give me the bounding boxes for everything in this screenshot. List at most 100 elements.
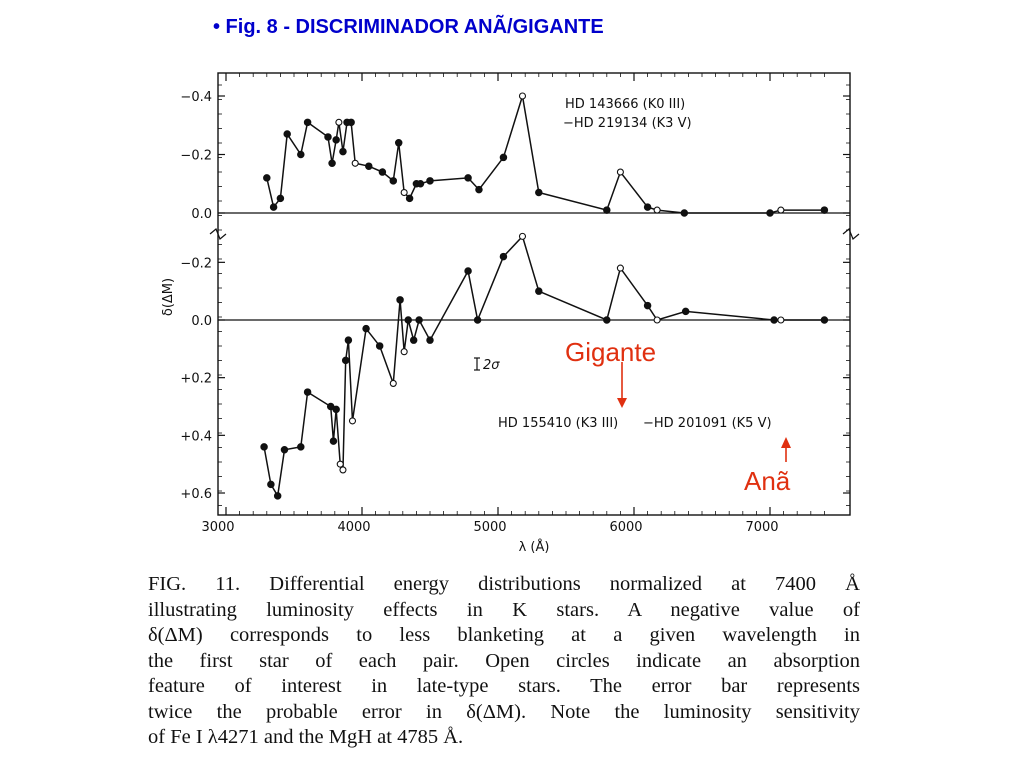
upper-filled-point xyxy=(389,177,398,185)
giant-arrow-head xyxy=(617,398,627,408)
lower-filled-point xyxy=(341,356,350,365)
upper-ytick-label: −0.4 xyxy=(180,90,212,105)
upper-filled-point xyxy=(263,174,271,182)
upper-panel xyxy=(263,92,829,217)
lower-ytick-label: −0.2 xyxy=(180,256,212,271)
lower-filled-point xyxy=(681,307,690,316)
upper-filled-point xyxy=(766,209,774,217)
lower-filled-point xyxy=(375,342,384,350)
lower-open-point xyxy=(389,379,397,387)
upper-open-point xyxy=(653,206,661,214)
axis-break-right xyxy=(842,228,860,240)
upper-filled-point xyxy=(499,153,508,162)
lower-series-line xyxy=(263,234,825,499)
upper-filled-point xyxy=(269,203,278,211)
figure-chart: −0.4 −0.2 0.0 −0.2 0.0 +0.2 +0.4 +0.6 3000 4000 50… xyxy=(161,72,860,555)
giant-annotation: Gigante xyxy=(565,337,656,367)
lower-open-point xyxy=(339,466,347,474)
error-bar: 2σ xyxy=(474,357,500,373)
upper-filled-point xyxy=(643,203,652,211)
tick-marks: −0.4 −0.2 0.0 −0.2 0.0 +0.2 +0.4 +0.6 3000 4000 50… xyxy=(180,73,850,535)
upper-filled-point xyxy=(416,180,425,188)
xtick-label: 7000 xyxy=(745,520,778,535)
lower-filled-point xyxy=(344,336,353,344)
error-bar-label: 2σ xyxy=(483,358,500,373)
caption-line-6: twice the probable error in δ(ΔM). Note … xyxy=(148,700,860,723)
lower-filled-point xyxy=(535,287,543,295)
caption-line-5: feature of interest in late-type stars. … xyxy=(148,675,860,697)
xtick-label: 3000 xyxy=(201,520,234,535)
upper-open-point xyxy=(616,168,624,176)
lower-ytick-label: +0.6 xyxy=(180,487,212,502)
upper-filled-point xyxy=(303,118,312,127)
lower-filled-point xyxy=(464,267,472,275)
lower-filled-point xyxy=(297,443,305,451)
upper-filled-point xyxy=(276,194,285,203)
lower-filled-point xyxy=(260,443,268,451)
upper-filled-point xyxy=(332,136,340,144)
upper-filled-point xyxy=(475,185,483,194)
lower-panel xyxy=(260,232,829,500)
lower-filled-point xyxy=(396,296,404,304)
dwarf-arrow-head xyxy=(781,437,791,448)
lower-filled-point xyxy=(603,316,611,324)
upper-filled-point xyxy=(820,206,829,214)
upper-open-point xyxy=(351,159,359,167)
upper-filled-point xyxy=(347,118,355,127)
lower-filled-point xyxy=(273,492,282,500)
lower-filled-point xyxy=(409,336,418,344)
lower-ytick-label: +0.4 xyxy=(180,429,212,444)
lower-open-point xyxy=(348,417,357,425)
caption-line-2: illustrating luminosity effects in K sta… xyxy=(148,598,860,621)
lower-filled-point xyxy=(426,336,434,344)
lower-ytick-label: +0.2 xyxy=(180,372,212,387)
lower-filled-point xyxy=(303,388,312,396)
lower-filled-point xyxy=(415,316,423,324)
caption-line-1: FIG. 11. Differential energy distributio… xyxy=(148,573,860,595)
lower-open-point xyxy=(777,316,785,324)
upper-series-line xyxy=(266,95,825,214)
lower-filled-point xyxy=(404,316,412,324)
upper-filled-point xyxy=(426,177,434,185)
figure-caption: FIG. 11. Differential energy distributio… xyxy=(148,572,860,751)
lower-filled-point xyxy=(643,301,652,310)
caption-line-4: the first star of each pair. Open circle… xyxy=(148,649,860,672)
upper-filled-point xyxy=(405,194,414,203)
upper-legend-line-2: −HD 219134 (K3 V) xyxy=(563,116,692,131)
lower-open-point xyxy=(336,460,344,468)
upper-open-point xyxy=(777,206,785,214)
lower-legend-line-2: −HD 201091 (K5 V) xyxy=(643,416,772,431)
xtick-label: 6000 xyxy=(609,520,642,535)
upper-filled-point xyxy=(378,168,387,176)
lower-filled-point xyxy=(499,252,508,261)
xtick-label: 5000 xyxy=(473,520,506,535)
upper-open-point xyxy=(400,188,408,197)
xtick-label: 4000 xyxy=(337,520,370,535)
upper-open-point xyxy=(518,92,527,100)
lower-filled-point xyxy=(267,480,275,489)
dwarf-annotation: Anã xyxy=(744,466,791,496)
upper-filled-point xyxy=(324,133,332,141)
upper-filled-point xyxy=(283,130,291,138)
upper-filled-point xyxy=(339,147,347,156)
lower-ytick-label: 0.0 xyxy=(191,314,212,329)
lower-open-point xyxy=(518,232,527,240)
upper-filled-point xyxy=(680,209,689,217)
upper-filled-point xyxy=(464,174,472,182)
plot-frame xyxy=(217,72,851,516)
upper-ytick-label: 0.0 xyxy=(191,207,212,222)
slide-title: • Fig. 8 - DISCRIMINADOR ANÃ/GIGANTE xyxy=(213,16,604,38)
lower-filled-point xyxy=(280,445,289,454)
caption-line-7: of Fe I λ4271 and the MgH at 4785 Å. xyxy=(148,726,464,748)
lower-legend-line-1: HD 155410 (K3 III) xyxy=(498,416,618,431)
y-axis-label: δ(ΔM) xyxy=(161,278,176,316)
caption-line-3: δ(ΔM) corresponds to less blanketing at … xyxy=(148,624,860,646)
lower-filled-point xyxy=(820,316,829,324)
upper-filled-point xyxy=(365,162,373,170)
upper-ytick-label: −0.2 xyxy=(180,149,212,164)
upper-filled-point xyxy=(297,150,305,159)
lower-filled-point xyxy=(329,437,338,445)
upper-filled-point xyxy=(603,206,611,214)
upper-open-point xyxy=(335,118,343,126)
upper-filled-point xyxy=(328,159,336,168)
